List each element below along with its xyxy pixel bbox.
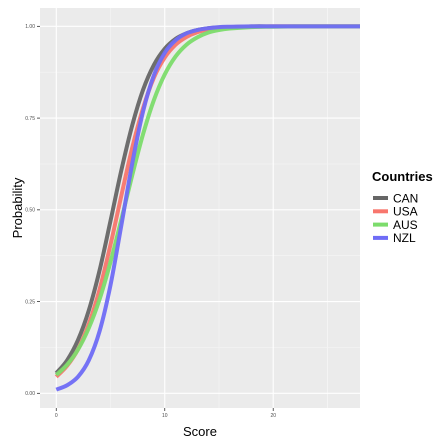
y-tick-label: 0.50 bbox=[25, 208, 35, 214]
y-tick-label: 1.00 bbox=[25, 24, 35, 30]
x-tick-label: 10 bbox=[162, 413, 168, 419]
x-axis-title: Score bbox=[183, 424, 217, 439]
plot-panel bbox=[40, 8, 360, 408]
x-tick-label: 20 bbox=[270, 413, 276, 419]
y-tick-label: 0.75 bbox=[25, 116, 35, 122]
y-axis-title: Probability bbox=[10, 177, 25, 238]
axes: 0.00 0.25 0.50 0.75 1.00 0 10 20 bbox=[25, 24, 276, 419]
series-lines bbox=[54, 24, 360, 392]
y-tick-label: 0.00 bbox=[25, 391, 35, 397]
legend-title: Countries bbox=[372, 169, 433, 184]
x-tick-label: 0 bbox=[55, 413, 58, 419]
series-line-nzl bbox=[55, 24, 360, 392]
legend-label-aus: AUS bbox=[393, 218, 418, 232]
legend-label-can: CAN bbox=[393, 191, 418, 205]
legend-label-usa: USA bbox=[393, 205, 418, 219]
legend-label-nzl: NZL bbox=[393, 231, 416, 245]
y-tick-label: 0.25 bbox=[25, 299, 35, 305]
